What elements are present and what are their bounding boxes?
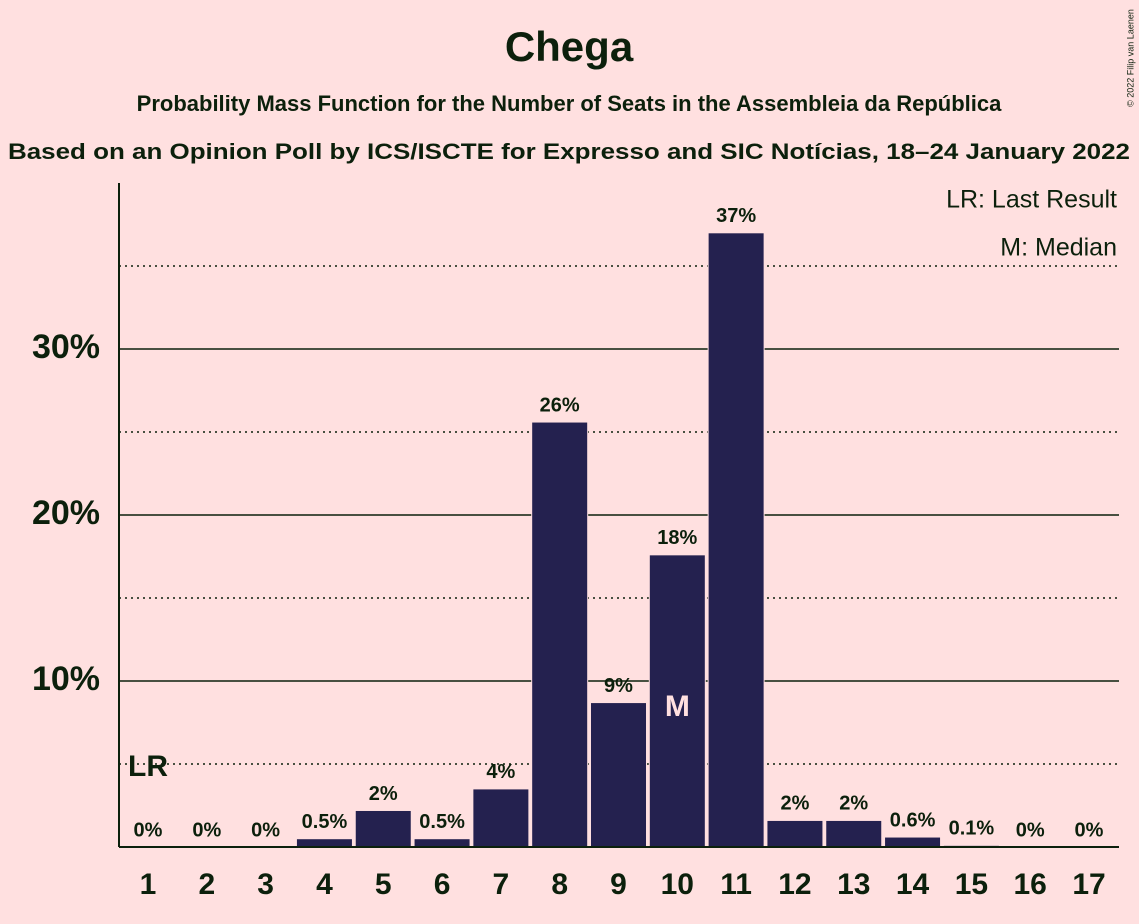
value-label: 0%	[192, 819, 221, 841]
bar	[531, 421, 589, 848]
x-tick-label: 11	[720, 868, 752, 901]
chart-subtitle: Probability Mass Function for the Number…	[137, 91, 1002, 116]
x-tick-label: 5	[375, 868, 392, 901]
bar	[766, 819, 824, 848]
value-label: 0.6%	[890, 809, 936, 831]
bar	[884, 836, 942, 848]
x-tick-label: 1	[140, 868, 157, 901]
value-label: 37%	[716, 205, 756, 227]
marker: LR	[128, 750, 168, 783]
x-tick-label: 15	[955, 868, 988, 901]
x-tick-label: 8	[551, 868, 568, 901]
x-tick-label: 17	[1072, 868, 1105, 901]
bar	[590, 702, 647, 848]
x-tick-label: 2	[198, 868, 215, 901]
x-tick-label: 10	[661, 868, 694, 901]
x-tick-label: 16	[1014, 868, 1047, 901]
value-label: 18%	[657, 527, 697, 549]
value-label: 0%	[1075, 819, 1104, 841]
value-label: 0%	[251, 819, 280, 841]
value-label: 9%	[604, 675, 633, 697]
x-tick-label: 4	[316, 868, 333, 901]
x-tick-label: 7	[493, 868, 510, 901]
value-label: 0.1%	[949, 818, 995, 840]
copyright: © 2022 Filip van Laenen	[1125, 9, 1135, 107]
value-label: 0%	[1016, 819, 1045, 841]
bar	[648, 554, 706, 848]
y-tick-label: 30%	[32, 328, 100, 366]
value-label: 26%	[540, 394, 580, 416]
value-label: 0.5%	[302, 811, 348, 833]
value-label: 0%	[134, 819, 163, 841]
x-tick-label: 12	[778, 868, 811, 901]
bar	[354, 809, 412, 848]
x-tick-label: 13	[837, 868, 870, 901]
legend-entry: M: Median	[1000, 234, 1117, 262]
x-tick-label: 14	[896, 868, 930, 901]
value-label: 2%	[839, 793, 868, 815]
chart-title: Chega	[505, 23, 634, 70]
value-label: 2%	[780, 793, 809, 815]
bar	[707, 232, 765, 848]
bar	[295, 838, 353, 848]
y-tick-label: 10%	[32, 660, 100, 698]
x-tick-label: 3	[257, 868, 274, 901]
y-tick-label: 20%	[32, 494, 100, 532]
marker: M	[665, 690, 690, 723]
chart-subtitle: Based on an Opinion Poll by ICS/ISCTE fo…	[8, 139, 1130, 164]
value-label: 4%	[486, 761, 515, 783]
value-label: 0.5%	[419, 811, 465, 833]
x-tick-label: 6	[434, 868, 451, 901]
bar	[825, 819, 883, 848]
legend-entry: LR: Last Result	[946, 186, 1117, 214]
x-tick-label: 9	[610, 868, 627, 901]
bar	[413, 838, 471, 848]
bar	[472, 788, 530, 848]
value-label: 2%	[369, 783, 398, 805]
